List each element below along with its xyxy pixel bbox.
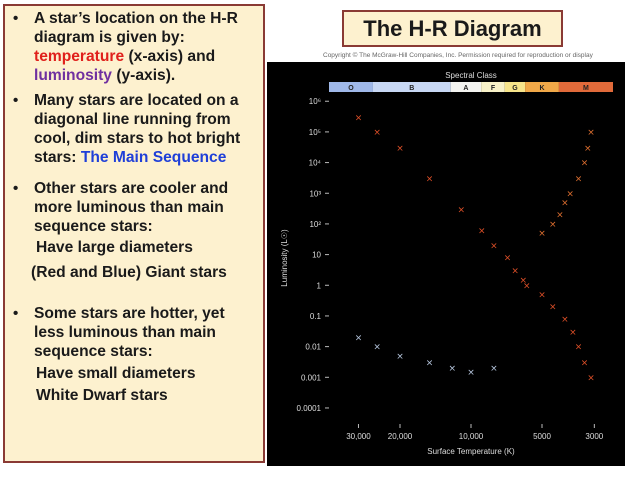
dwarfs-type-text: White Dwarf stars: [36, 387, 168, 404]
copyright-notice: Copyright © The McGraw-Hill Companies, I…: [323, 52, 593, 59]
spectral-class-g: G: [512, 85, 518, 92]
star-point: ×: [549, 303, 557, 313]
spectral-segment: [558, 82, 613, 92]
star-point: ×: [373, 343, 381, 353]
bullet-list-2: • Some stars are hotter, yet less lumino…: [11, 304, 257, 361]
x-tick-label: 10,000: [459, 432, 484, 441]
y-tick-label: 10²: [309, 220, 321, 229]
bullet-dot-icon: •: [13, 305, 19, 322]
star-point: ×: [467, 368, 475, 378]
star-point: ×: [584, 144, 592, 154]
spectral-segment: [481, 82, 505, 92]
star-point: ×: [575, 343, 583, 353]
y-axis-ticks: 10⁶ 10⁵ 10⁴ 10³ 10² 10 1 0.1 0.01 0.001 0.0001: [297, 97, 329, 413]
bullet-giants: • Other stars are cooler and more lumino…: [13, 180, 229, 235]
x-axis-ticks: 30,000 20,000 10,000 5000 3000: [346, 424, 604, 441]
spectral-segment: [372, 82, 451, 92]
hr-diagram-svg: Spectral Class O B A F G K M 30,000 20,000 10,00…: [267, 62, 625, 466]
star-point: ×: [490, 241, 498, 251]
hr-diagram: Spectral Class O B A F G K M 30,000 20,000 10,00…: [267, 62, 625, 466]
bullet-dot-icon: •: [13, 92, 19, 109]
bullet-dwarfs: • Some stars are hotter, yet less lumino…: [13, 305, 225, 360]
star-point: ×: [504, 254, 512, 264]
star-point: ×: [581, 359, 589, 369]
star-point: ×: [575, 175, 583, 185]
star-point: ×: [490, 364, 498, 374]
star-point: ×: [581, 159, 589, 169]
star-point: ×: [556, 211, 564, 221]
spectral-class-o: O: [348, 85, 354, 92]
star-point: ×: [457, 205, 465, 215]
bullet-dot-icon: •: [13, 10, 19, 27]
x-tick-label: 5000: [533, 432, 551, 441]
bullet-main-sequence: • Many stars are located on a diagonal l…: [13, 92, 241, 166]
spectral-class-m: M: [583, 85, 589, 92]
star-point: ×: [426, 175, 434, 185]
spectral-segment: [329, 82, 373, 92]
star-point: ×: [396, 352, 404, 362]
info-panel: • A star’s location on the H-R diagram i…: [3, 4, 265, 463]
bullet-list: • A star’s location on the H-R diagram i…: [11, 9, 257, 236]
star-point: ×: [520, 276, 528, 286]
star-point: ×: [355, 333, 363, 343]
star-point: ×: [373, 128, 381, 138]
spectral-segment: [525, 82, 559, 92]
y-tick-label: 0.01: [305, 343, 321, 352]
y-tick-label: 10⁵: [309, 128, 321, 137]
spectral-class-f: F: [491, 85, 496, 92]
bullet-dot-icon: •: [13, 180, 19, 197]
main-sequence-term: The Main Sequence: [80, 149, 227, 166]
giants-diameter-text: Have large diameters: [36, 239, 193, 256]
star-point: ×: [587, 128, 595, 138]
dwarfs-diameter-text: Have small diameters: [36, 365, 196, 382]
star-points: × × × × × × × × × × × × × × × × × × × × × × × × × × × × × × × × × ×: [355, 113, 595, 383]
y-tick-label: 0.001: [301, 373, 322, 382]
temperature-term: temperature: [34, 48, 125, 65]
star-point: ×: [426, 359, 434, 369]
spectral-class-label: Spectral Class: [445, 71, 497, 80]
x-tick-label: 30,000: [346, 432, 371, 441]
y-tick-label: 0.0001: [297, 404, 322, 413]
x-tick-label: 20,000: [388, 432, 413, 441]
star-point: ×: [478, 227, 486, 237]
spectral-class-b: B: [409, 85, 414, 92]
star-point: ×: [566, 189, 574, 199]
spectral-class-k: K: [539, 85, 544, 92]
x-axis-label: Surface Temperature (K): [427, 447, 515, 456]
star-point: ×: [538, 229, 546, 239]
spectral-segment: [504, 82, 526, 92]
luminosity-term: luminosity: [34, 67, 112, 84]
star-point: ×: [549, 220, 557, 230]
star-point: ×: [511, 267, 519, 277]
star-point: ×: [561, 198, 569, 208]
plot-background: [267, 62, 625, 466]
y-axis-label: Luminosity (L☉): [280, 229, 289, 287]
star-point: ×: [355, 113, 363, 123]
spectral-segment: [450, 82, 482, 92]
y-tick-label: 0.1: [310, 312, 322, 321]
star-point: ×: [569, 328, 577, 338]
bullet-location: • A star’s location on the H-R diagram i…: [13, 10, 238, 84]
star-point: ×: [538, 291, 546, 301]
star-point: ×: [449, 364, 457, 374]
giants-type-text: (Red and Blue) Giant stars: [31, 264, 227, 281]
star-point: ×: [587, 373, 595, 383]
y-tick-label: 10: [312, 251, 321, 260]
spectral-class-a: A: [463, 85, 468, 92]
y-tick-label: 10³: [309, 189, 321, 198]
y-tick-label: 10⁴: [309, 159, 322, 168]
slide-title: The H-R Diagram: [342, 10, 563, 47]
x-tick-label: 3000: [585, 432, 603, 441]
y-tick-label: 10⁶: [309, 97, 321, 106]
star-point: ×: [561, 315, 569, 325]
star-point: ×: [523, 281, 531, 291]
star-point: ×: [396, 144, 404, 154]
y-tick-label: 1: [317, 281, 322, 290]
